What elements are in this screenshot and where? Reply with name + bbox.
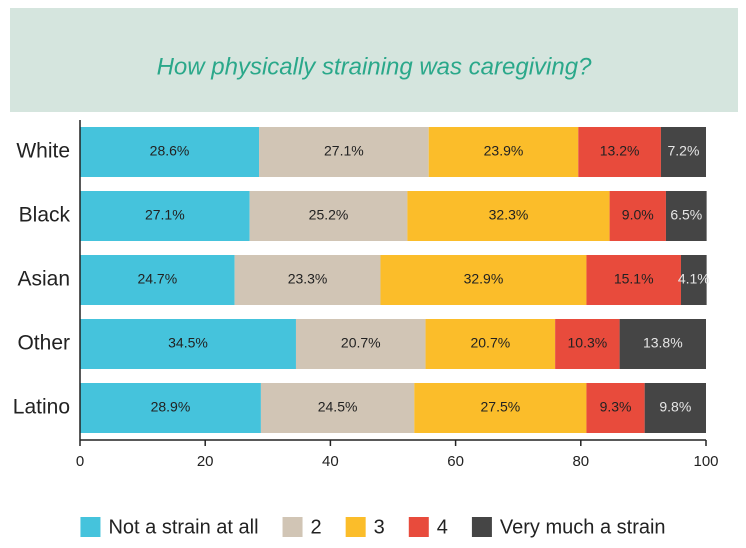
legend-swatch <box>80 517 101 537</box>
bar-segment <box>660 127 706 177</box>
y-tick-label: Latino <box>13 396 70 419</box>
data-label: 13.2% <box>600 143 640 159</box>
data-label: 23.3% <box>288 271 328 287</box>
data-label: 6.5% <box>670 207 702 223</box>
bar-segment <box>295 319 426 369</box>
bar-segment <box>619 319 706 369</box>
bar-segment <box>665 191 707 241</box>
y-tick-label: Other <box>17 332 70 355</box>
data-label: 24.7% <box>137 271 177 287</box>
data-label: 7.2% <box>668 143 700 159</box>
legend-label: Not a strain at all <box>108 516 258 538</box>
legend-label: 3 <box>374 516 385 538</box>
x-tick-label: 20 <box>197 453 214 470</box>
legend: Not a strain at all 2 3 4 Very much a strain <box>80 516 666 538</box>
data-label: 34.5% <box>168 335 208 351</box>
data-label: 10.3% <box>568 335 608 351</box>
bar-segment <box>80 255 235 305</box>
legend-swatch <box>408 517 429 537</box>
legend-swatch <box>471 517 492 537</box>
chart-title: How physically straining was caregiving? <box>157 53 593 80</box>
bar-segment <box>249 191 408 241</box>
x-tick-label: 40 <box>322 453 339 470</box>
y-tick-label: Black <box>19 204 71 227</box>
bar-segment <box>80 127 260 177</box>
bar-segment <box>680 255 707 305</box>
data-label: 27.5% <box>481 399 521 415</box>
legend-label: 2 <box>311 516 322 538</box>
bar-segment <box>80 319 296 369</box>
data-label: 32.9% <box>464 271 504 287</box>
data-label: 25.2% <box>309 207 349 223</box>
bar-segment <box>609 191 666 241</box>
data-label: 28.6% <box>150 143 190 159</box>
data-label: 27.1% <box>145 207 185 223</box>
bar-segment <box>644 383 706 433</box>
data-label: 4.1% <box>678 271 710 287</box>
data-label: 20.7% <box>470 335 510 351</box>
bar-segment <box>380 255 587 305</box>
x-tick-label: 80 <box>572 453 589 470</box>
legend-label: Very much a strain <box>500 516 666 538</box>
bar-segment <box>407 191 610 241</box>
data-label: 15.1% <box>614 271 654 287</box>
bar-segment <box>80 383 261 433</box>
data-label: 13.8% <box>643 335 683 351</box>
legend-swatch <box>345 517 366 537</box>
data-label: 27.1% <box>324 143 364 159</box>
data-label: 9.8% <box>659 399 691 415</box>
bar-segment <box>578 127 661 177</box>
x-tick-label: 0 <box>76 453 84 470</box>
x-tick-label: 100 <box>693 453 718 470</box>
legend-label: 4 <box>437 516 448 538</box>
data-label: 32.3% <box>489 207 529 223</box>
bar-segment <box>259 127 429 177</box>
bar-segment <box>586 255 681 305</box>
bar-segment <box>260 383 415 433</box>
title-banner <box>10 8 738 112</box>
data-label: 28.9% <box>151 399 191 415</box>
bar-segment <box>80 191 250 241</box>
y-tick-label: Asian <box>17 268 70 291</box>
data-label: 24.5% <box>318 399 358 415</box>
bar-segment <box>555 319 620 369</box>
data-label: 20.7% <box>341 335 381 351</box>
bar-segment <box>586 383 645 433</box>
data-label: 23.9% <box>484 143 524 159</box>
bar-segment <box>425 319 556 369</box>
bar-segment <box>414 383 587 433</box>
data-label: 9.3% <box>600 399 632 415</box>
data-label: 9.0% <box>622 207 654 223</box>
y-tick-label: White <box>16 140 70 163</box>
bar-segment <box>428 127 579 177</box>
x-tick-label: 60 <box>447 453 464 470</box>
bar-segment <box>234 255 381 305</box>
legend-swatch <box>282 517 303 537</box>
